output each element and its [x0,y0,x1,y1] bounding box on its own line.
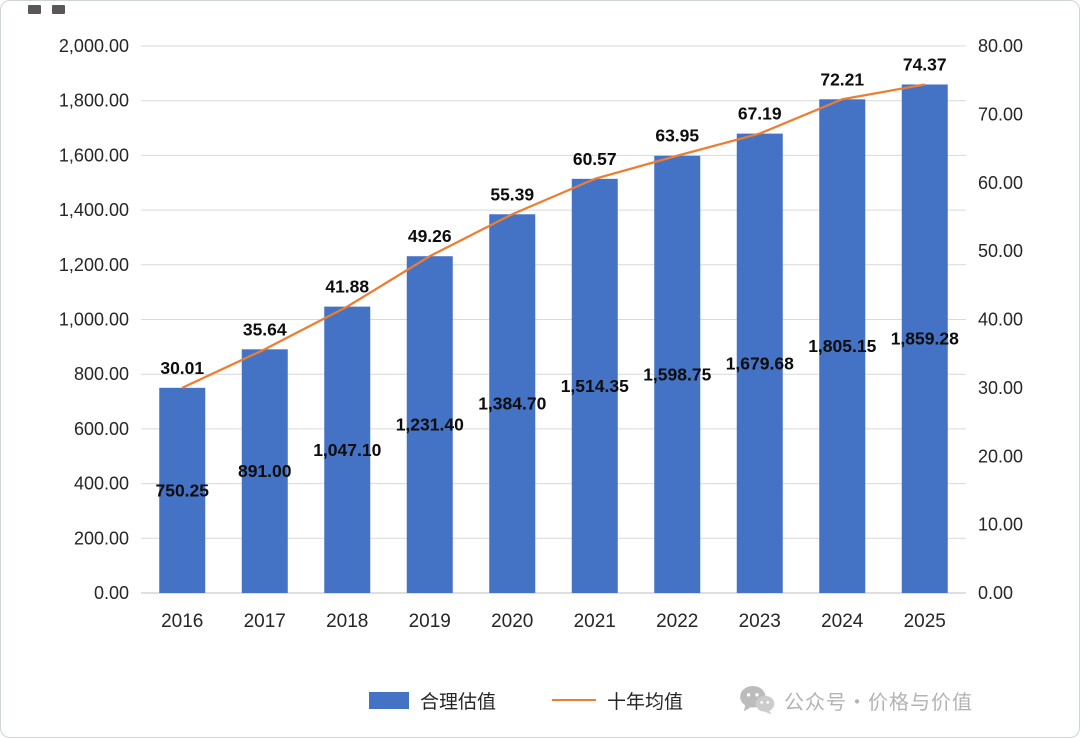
x-axis-label: 2025 [904,611,946,632]
x-axis-label: 2023 [739,611,781,632]
trend-line [181,83,925,389]
bar-value-label: 1,805.15 [808,336,876,356]
right-axis-tick-label: 10.00 [978,515,1023,535]
left-axis-tick-label: 2,000.00 [59,36,129,56]
bar-value-label: 1,514.35 [561,376,629,396]
line-swatch [552,699,597,701]
x-axis-label: 2018 [326,611,368,632]
left-axis-tick-label: 1,600.00 [59,145,129,165]
bar [901,84,948,593]
line-value-label: 41.88 [325,277,369,297]
right-axis-tick-label: 70.00 [978,104,1023,124]
line-value-label: 35.64 [243,319,287,339]
bar [571,178,618,594]
line-value-label: 30.01 [160,358,204,378]
watermark: 公众号・价格与价值 [739,685,973,715]
left-axis-tick-label: 800.00 [74,364,129,384]
x-axis-label: 2021 [574,611,616,632]
bar [819,99,866,593]
right-axis-tick-label: 30.00 [978,378,1023,398]
legend-item-line: 十年均值 [552,687,683,714]
line-value-label: 63.95 [655,126,699,146]
x-axis-label: 2019 [409,611,451,632]
legend: 合理估值 十年均值 公众号・价格与价值 [369,685,973,715]
left-axis-tick-label: 0.00 [94,583,129,603]
bar [736,133,783,593]
bar [406,256,453,593]
left-axis-tick-label: 1,000.00 [59,310,129,330]
right-axis-tick-label: 0.00 [978,583,1013,603]
legend-bar-label: 合理估值 [420,691,497,713]
left-axis-tick-label: 1,200.00 [59,255,129,275]
watermark-text: 公众号・价格与价值 [784,691,974,714]
left-axis-tick-label: 400.00 [74,474,129,494]
bar [489,214,536,593]
bar-value-label: 1,384.70 [478,394,546,414]
right-axis-tick-label: 50.00 [978,241,1023,261]
wechat-icon [740,685,775,715]
bar [159,387,206,593]
x-axis-label: 2022 [656,611,698,632]
bar [654,155,701,593]
chart-svg: 0.00 200.00 400.00 600.00 800.00 1,000.00 1,20… [59,36,1023,632]
right-axis-tick-label: 40.00 [978,310,1023,330]
bar-value-label: 891.00 [238,461,292,481]
right-axis-tick-label: 20.00 [978,446,1023,466]
bar-swatch [369,691,409,709]
line-value-label: 55.39 [490,184,534,204]
right-axis-tick-label: 80.00 [978,36,1023,56]
x-axis-label: 2020 [491,611,533,632]
bar-value-label: 1,679.68 [726,353,794,373]
line-value-label: 74.37 [903,54,947,74]
line-value-label: 72.21 [820,69,864,89]
bar-value-label: 1,047.10 [313,440,381,460]
line-value-label: 60.57 [573,149,617,169]
left-axis-tick-label: 200.00 [74,528,129,548]
clipped-text-fragment [28,5,41,14]
legend-line-label: 十年均值 [607,691,684,713]
right-axis-tick-label: 60.00 [978,173,1023,193]
left-axis-tick-label: 1,400.00 [59,200,129,220]
bar-value-label: 1,231.40 [396,415,464,435]
left-axis-tick-label: 1,800.00 [59,91,129,111]
line-value-label: 49.26 [408,226,452,246]
x-axis-label: 2016 [161,611,203,632]
x-axis-label: 2017 [244,611,286,632]
bar-value-label: 1,859.28 [891,329,959,349]
bar [241,349,288,593]
left-axis-tick-label: 600.00 [74,419,129,439]
bar [324,306,371,593]
line-value-label: 67.19 [738,104,782,124]
bar-value-label: 750.25 [155,480,209,500]
bar-value-label: 1,598.75 [643,364,711,384]
x-axis-label: 2024 [821,611,864,632]
legend-item-bar: 合理估值 [369,687,496,714]
